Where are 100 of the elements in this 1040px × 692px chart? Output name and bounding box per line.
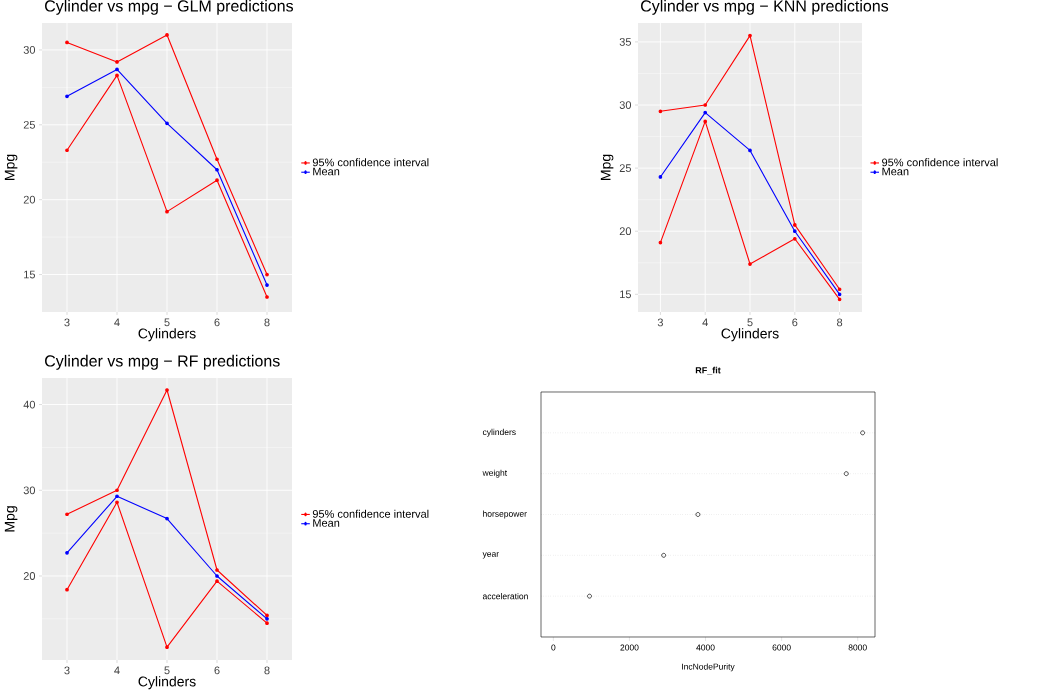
y-axis-title: Mpg — [4, 506, 18, 532]
chart-title: Cylinder vs mpg − RF predictions — [45, 354, 280, 370]
point — [658, 240, 663, 245]
point — [165, 516, 169, 521]
point — [265, 613, 269, 618]
point — [837, 297, 842, 302]
x-axis-title: Cylinders — [138, 676, 196, 690]
x-tick-label: 6 — [214, 666, 220, 675]
point — [658, 109, 663, 114]
point — [165, 645, 169, 649]
y-tick-label: 20 — [619, 227, 632, 236]
point — [165, 388, 169, 392]
point — [115, 67, 119, 72]
point — [215, 178, 219, 183]
point — [215, 167, 219, 172]
point — [792, 229, 797, 234]
point — [837, 292, 842, 297]
point — [115, 500, 119, 505]
x-tick-label: 6000 — [772, 644, 791, 651]
x-tick-label: 3 — [64, 666, 70, 675]
point — [115, 488, 119, 493]
point — [587, 593, 592, 599]
legend-label: 95% confidence interval — [882, 158, 998, 167]
point — [661, 552, 667, 558]
point — [748, 262, 752, 266]
point — [695, 512, 701, 517]
x-axis-title: Cylinders — [138, 328, 196, 342]
point — [215, 157, 219, 162]
y-tick-label: weight — [482, 469, 508, 478]
y-axis-title: Mpg — [4, 154, 18, 180]
y-axis-title: Mpg — [600, 154, 614, 180]
x-tick-label: 5 — [164, 318, 170, 327]
point — [265, 283, 269, 287]
point — [215, 568, 219, 572]
point — [658, 175, 663, 179]
point — [792, 236, 797, 241]
y-tick-label: 30 — [23, 486, 36, 495]
y-tick-label: 30 — [619, 101, 632, 109]
x-tick-label: 8000 — [848, 644, 867, 651]
point — [265, 272, 269, 277]
chart-title: Cylinder vs mpg − KNN predictions — [641, 0, 889, 15]
chart-title: Cylinder vs mpg − GLM predictions — [45, 0, 294, 15]
point — [843, 471, 849, 477]
y-tick-label: 30 — [23, 46, 36, 54]
point — [165, 33, 169, 37]
point — [65, 40, 69, 45]
x-tick-label: 3 — [657, 318, 663, 327]
y-tick-label: cylinders — [482, 428, 516, 437]
y-tick-label: 15 — [24, 270, 35, 279]
point — [215, 574, 219, 578]
point — [703, 119, 708, 124]
point — [265, 621, 269, 625]
x-axis-title: IncNodePurity — [682, 663, 735, 672]
x-tick-label: 8 — [264, 666, 270, 675]
legend-label: Mean — [313, 167, 340, 176]
point — [860, 430, 865, 436]
point — [65, 94, 69, 99]
point — [65, 512, 69, 517]
x-tick-label: 4 — [114, 318, 120, 327]
point — [115, 73, 119, 78]
x-tick-label: 6 — [214, 318, 220, 327]
y-tick-label: 20 — [23, 195, 36, 204]
x-tick-label: 8 — [837, 318, 843, 327]
point — [65, 550, 69, 555]
x-tick-label: 4000 — [696, 644, 715, 651]
point — [703, 110, 708, 115]
point — [165, 209, 169, 214]
legend-label: 95% confidence interval — [312, 158, 429, 167]
point — [748, 33, 752, 38]
y-tick-label: 40 — [23, 400, 36, 409]
legend-label: Mean — [313, 519, 340, 527]
y-tick-label: 35 — [619, 38, 631, 46]
point — [165, 121, 169, 126]
chart-title: RF_fit — [695, 366, 721, 375]
x-tick-label: 3 — [64, 318, 70, 327]
x-tick-label: 8 — [264, 318, 270, 327]
y-tick-label: horsepower — [483, 510, 527, 519]
point — [792, 223, 797, 227]
point — [65, 148, 69, 153]
point — [748, 148, 752, 153]
x-tick-label: 2000 — [620, 644, 639, 651]
legend-label: 95% confidence interval — [312, 509, 429, 518]
y-tick-label: year — [482, 552, 499, 559]
x-tick-label: 5 — [164, 666, 170, 675]
point — [265, 295, 269, 299]
x-tick-label: 5 — [747, 318, 753, 327]
x-tick-label: 4 — [114, 666, 120, 675]
x-tick-label: 0 — [551, 644, 556, 651]
point — [837, 287, 842, 292]
point — [115, 60, 119, 64]
x-tick-label: 6 — [792, 318, 798, 327]
y-tick-label: acceleration — [482, 593, 528, 600]
legend-label: Mean — [882, 167, 909, 176]
point — [703, 103, 708, 107]
y-tick-label: 25 — [619, 164, 631, 173]
y-tick-label: 25 — [23, 120, 35, 129]
x-axis-title: Cylinders — [721, 328, 779, 342]
y-tick-label: 20 — [23, 572, 36, 580]
point — [115, 494, 119, 499]
y-tick-label: 15 — [620, 290, 631, 299]
